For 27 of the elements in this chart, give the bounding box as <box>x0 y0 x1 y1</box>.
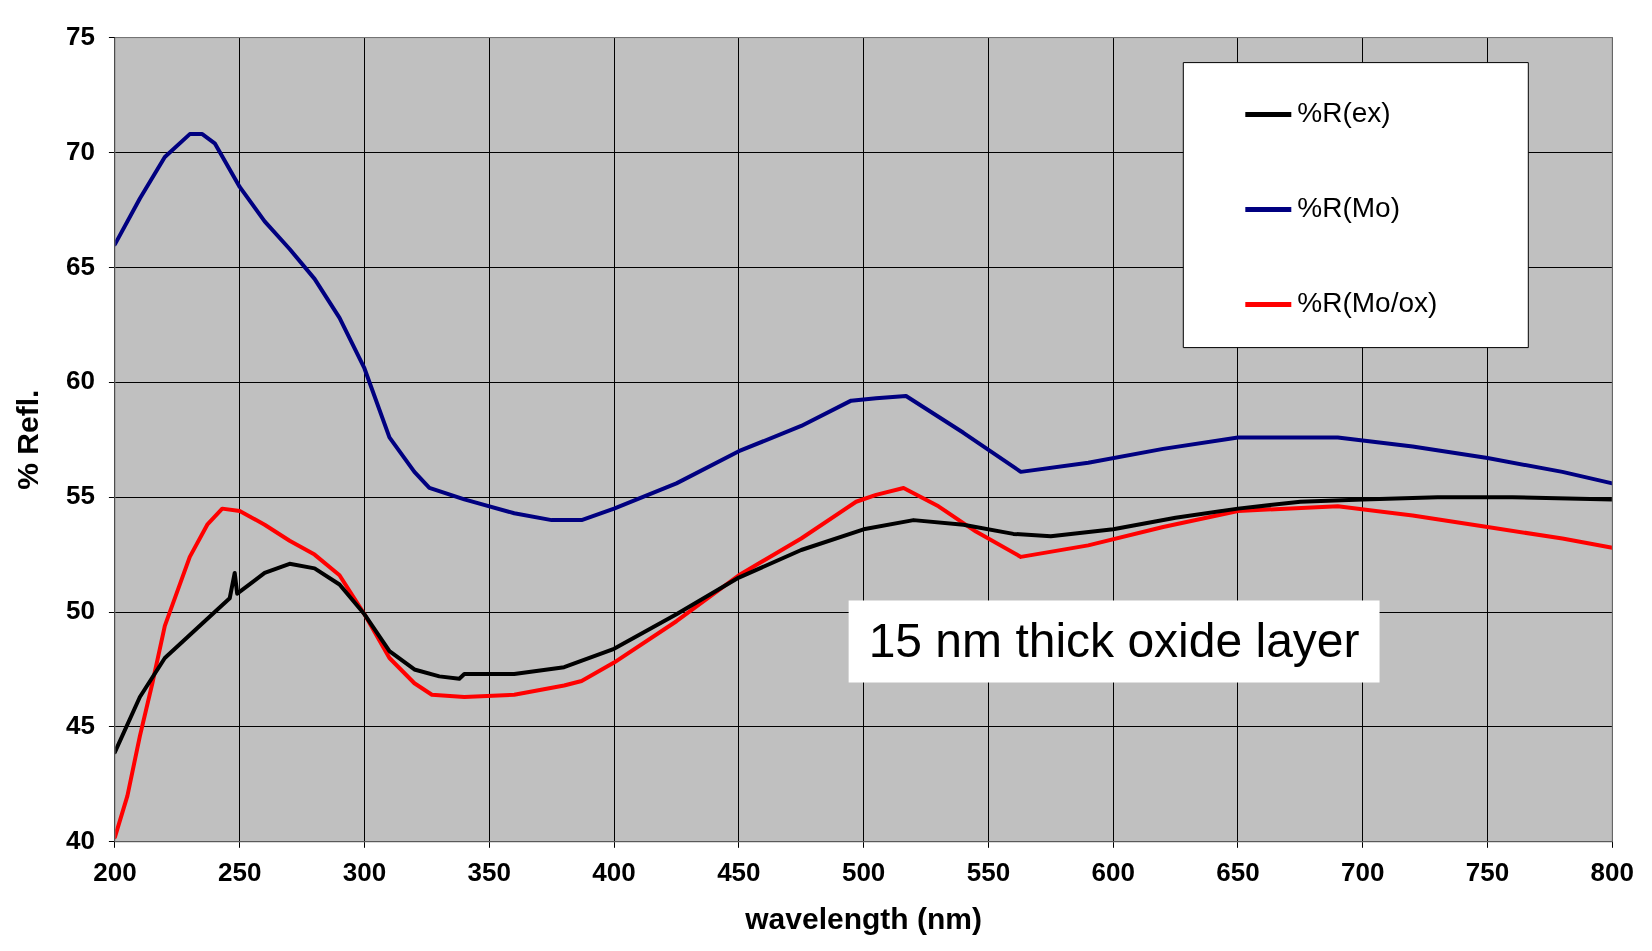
x-tick-label: 750 <box>1465 856 1510 887</box>
y-tick-label: 55 <box>66 480 95 511</box>
x-tick-label: 250 <box>218 856 262 887</box>
y-tick-label: 40 <box>66 824 95 855</box>
x-tick-label: 350 <box>467 856 511 887</box>
y-tick-label: 60 <box>66 365 95 396</box>
legend-label: %R(ex) <box>1297 97 1391 129</box>
x-tick-label: 650 <box>1216 856 1260 887</box>
annotation: 15 nm thick oxide layer <box>868 613 1360 667</box>
legend-label: %R(Mo) <box>1297 192 1400 224</box>
x-tick-label: 400 <box>592 856 636 887</box>
x-axis-title: wavelength (nm) <box>744 902 982 936</box>
x-tick-label: 600 <box>1091 856 1135 887</box>
x-tick-label: 700 <box>1341 856 1385 887</box>
x-tick-label: 200 <box>93 856 137 887</box>
y-tick-label: 45 <box>66 710 95 741</box>
x-tick-label: 450 <box>717 856 761 887</box>
y-axis-title: % Refl. <box>11 389 45 490</box>
x-tick-label: 550 <box>966 856 1011 887</box>
y-tick-label: 50 <box>66 595 95 626</box>
x-tick-label: 300 <box>342 856 387 887</box>
y-tick-label: 75 <box>66 20 95 51</box>
x-tick-label: 500 <box>841 856 886 887</box>
y-tick-label: 65 <box>66 250 95 281</box>
y-tick-label: 70 <box>66 135 95 166</box>
legend-label: %R(Mo/ox) <box>1297 287 1438 319</box>
x-tick-label: 800 <box>1590 856 1635 887</box>
